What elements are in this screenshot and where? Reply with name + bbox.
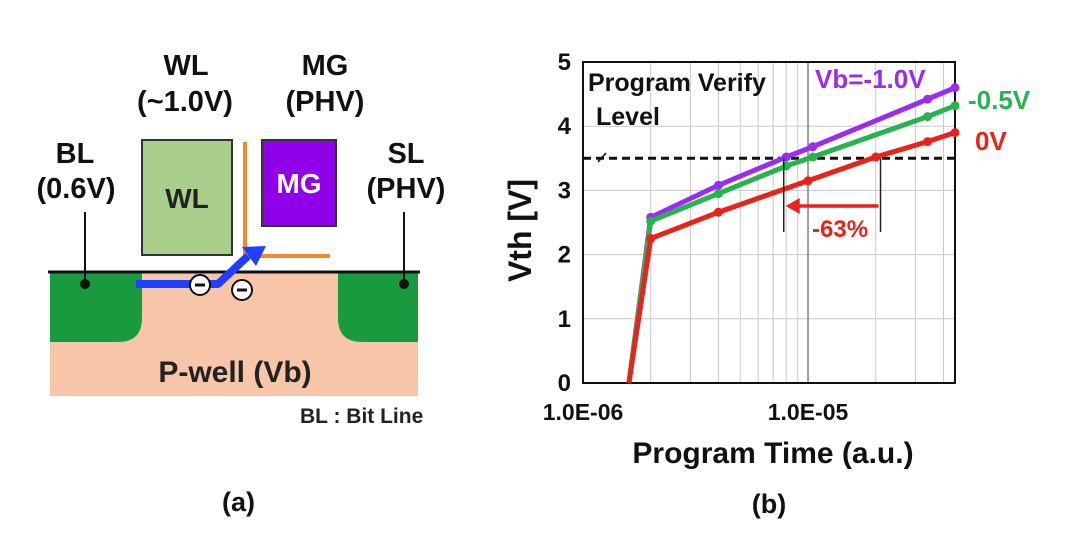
device-cross-section-diagram <box>48 139 420 396</box>
program-verify-level-annotation: Level <box>596 103 660 131</box>
sl-voltage-label: (PHV) <box>366 173 446 205</box>
series-1-point <box>646 216 656 226</box>
device-cross-section-panel: WL (~1.0V) MG (PHV) BL (0.6V) SL (PHV) W… <box>0 0 500 545</box>
y-axis-label: Vth [V] <box>502 179 538 282</box>
series-0-point <box>713 180 723 190</box>
sl-terminal-label: SL <box>387 138 425 170</box>
series-2-point <box>950 128 960 138</box>
program-verify-annotation: Program Verify <box>588 69 766 97</box>
series-line-0 <box>626 85 956 384</box>
bl-contact-dot <box>80 279 90 289</box>
y-tick-label-2: 2 <box>558 242 571 269</box>
series-1-point <box>950 101 960 111</box>
y-tick-label-5: 5 <box>558 49 571 76</box>
series-2-point <box>713 207 723 217</box>
wl-voltage-label: (~1.0V) <box>137 86 233 118</box>
series-2-point <box>871 152 881 162</box>
series-0-point <box>950 83 960 93</box>
electron-injection-path <box>136 253 251 288</box>
reduction-arrow-head <box>785 198 800 214</box>
series-0-point <box>923 94 933 104</box>
bit-line-legend: BL : Bit Line <box>300 405 424 428</box>
wl-gate <box>141 139 233 256</box>
x-tick-label-1e-06: 1.0E-06 <box>543 399 624 425</box>
series-2-point <box>646 234 656 244</box>
bl-terminal-label: BL <box>55 138 95 170</box>
sl-diffusion-region <box>338 272 418 342</box>
legend-vb-minus-1v: Vb=-1.0V <box>815 64 926 94</box>
panel-a-caption: (a) <box>222 487 255 517</box>
sl-contact-dot <box>399 279 409 289</box>
series-1-point <box>923 112 933 122</box>
series-1-point <box>808 152 818 162</box>
bl-diffusion-region <box>50 272 142 342</box>
series-1-point <box>713 189 723 199</box>
bl-voltage-label: (0.6V) <box>36 173 116 205</box>
y-tick-label-3: 3 <box>558 177 571 204</box>
y-tick-label-4: 4 <box>558 113 572 140</box>
chart-annotations <box>597 152 882 232</box>
wl-gate-label: WL <box>165 183 209 214</box>
y-tick-label-0: 0 <box>558 370 571 397</box>
series-2-point <box>923 137 933 147</box>
legend-vb-minus-0-5v: -0.5V <box>968 85 1031 115</box>
chart-series <box>626 83 960 384</box>
electron-path-arrowhead <box>242 246 266 266</box>
y-tick-label-1: 1 <box>558 306 571 333</box>
mg-gate-label: MG <box>276 168 322 199</box>
mg-voltage-label: (PHV) <box>285 86 365 118</box>
legend-vb-0v: 0V <box>975 126 1007 156</box>
x-axis-label: Program Time (a.u.) <box>632 437 913 470</box>
level-annotation-pointer <box>597 152 607 163</box>
reduction-annotation: -63% <box>812 216 868 243</box>
mg-gate <box>261 139 337 227</box>
wl-terminal-label: WL <box>163 50 209 82</box>
series-line-2 <box>626 130 956 384</box>
panel-b-caption: (b) <box>752 489 786 519</box>
p-well-label: P-well (Vb) <box>158 356 312 389</box>
series-0-point <box>808 142 818 152</box>
series-2-point <box>803 176 813 186</box>
mg-terminal-label: MG <box>301 50 349 82</box>
chart-ticks: 0 1 2 3 4 5 1.0E-06 1.0E-05 <box>543 49 849 425</box>
x-tick-label-1e-05: 1.0E-05 <box>768 399 849 425</box>
plot-frame <box>582 61 956 384</box>
